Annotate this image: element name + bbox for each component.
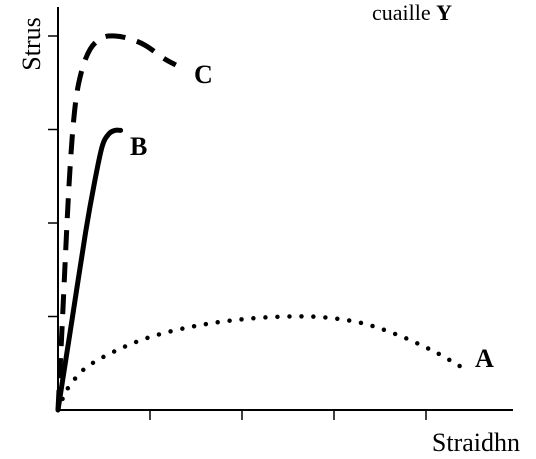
ticks: [48, 35, 427, 420]
series-layer: [55, 33, 466, 413]
series-c-line: [55, 33, 178, 411]
series-label-c: C: [194, 60, 213, 89]
series-label-a: A: [475, 344, 494, 373]
series-a-line: [55, 314, 466, 413]
annotation-cuaille-y: cuaille Y: [372, 0, 452, 25]
series-b-line: [55, 127, 124, 413]
annotation-bold: Y: [436, 0, 452, 25]
axes: [57, 7, 513, 411]
series-label-b: B: [130, 132, 147, 161]
annotation-text: cuaille: [372, 0, 436, 25]
y-axis-label: Strus: [17, 17, 46, 70]
labels: Strus Straidhn cuaille Y C B A: [17, 0, 520, 457]
x-axis-label: Straidhn: [432, 428, 520, 457]
